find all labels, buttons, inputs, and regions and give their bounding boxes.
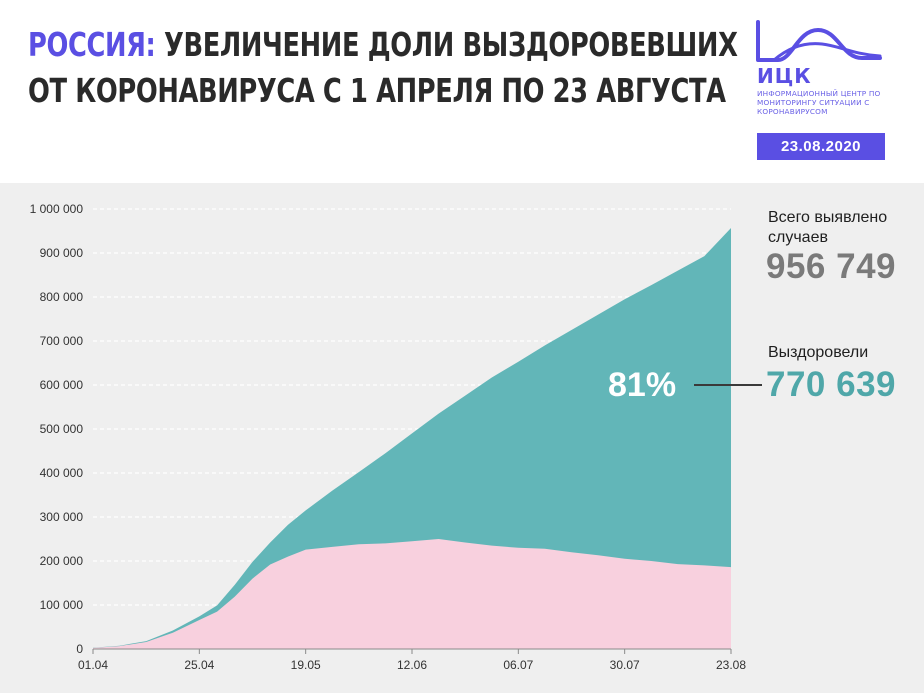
chart-area: 0 100 000 200 000 300 000 400 000 500 000 600 … xyxy=(0,183,924,693)
title-accent: РОССИЯ: xyxy=(28,25,156,64)
total-label-text: Всего выявлено случаев xyxy=(768,209,888,246)
recovered-label: Выздоровели xyxy=(768,344,869,361)
y-tick-label: 300 000 xyxy=(40,510,84,524)
title-rest: УВЕЛИЧЕНИЕ ДОЛИ ВЫЗДОРОВЕВШИХ xyxy=(155,25,738,64)
y-tick-label: 100 000 xyxy=(40,598,84,612)
recovered-value: 770 639 xyxy=(766,365,897,404)
page-title: РОССИЯ: УВЕЛИЧЕНИЕ ДОЛИ ВЫЗДОРОВЕВШИХ ОТ… xyxy=(28,22,738,114)
active-area xyxy=(93,539,731,649)
logo-subtitle: ИНФОРМАЦИОННЫЙ ЦЕНТР ПО МОНИТОРИНГУ СИТУ… xyxy=(757,89,881,116)
y-tick-label: 600 000 xyxy=(40,378,84,392)
y-tick-label: 500 000 xyxy=(40,422,84,436)
y-tick-label: 800 000 xyxy=(40,290,84,304)
y-tick-label: 0 xyxy=(76,642,83,656)
logo-text: ИЦК xyxy=(757,64,812,88)
x-tick-label: 01.04 xyxy=(78,658,108,672)
y-tick-label: 200 000 xyxy=(40,554,84,568)
x-tick-label: 12.06 xyxy=(397,658,427,672)
axis-layer: 0 100 000 200 000 300 000 400 000 500 000 600 … xyxy=(30,202,747,672)
y-tick-label: 700 000 xyxy=(40,334,84,348)
y-tick-label: 900 000 xyxy=(40,246,84,260)
x-tick-label: 06.07 xyxy=(503,658,533,672)
total-value: 956 749 xyxy=(766,247,897,286)
recovered-percent: 81% xyxy=(608,366,677,404)
y-tick-label: 1 000 000 xyxy=(30,202,84,216)
x-tick-label: 19.05 xyxy=(291,658,321,672)
recovered-area xyxy=(93,228,731,649)
area-chart: 0 100 000 200 000 300 000 400 000 500 000 600 … xyxy=(30,202,747,672)
total-label: Всего выявлено случаев xyxy=(768,208,903,248)
date-badge: 23.08.2020 xyxy=(757,133,885,160)
header: РОССИЯ: УВЕЛИЧЕНИЕ ДОЛИ ВЫЗДОРОВЕВШИХ ОТ… xyxy=(0,0,924,183)
logo-icon xyxy=(756,20,882,62)
title-line2: ОТ КОРОНАВИРУСА С 1 АПРЕЛЯ ПО 23 АВГУСТА xyxy=(28,71,726,110)
percent-leader-line xyxy=(694,384,762,386)
y-tick-label: 400 000 xyxy=(40,466,84,480)
x-tick-label: 23.08 xyxy=(716,658,746,672)
x-tick-label: 30.07 xyxy=(610,658,640,672)
x-tick-label: 25.04 xyxy=(184,658,214,672)
